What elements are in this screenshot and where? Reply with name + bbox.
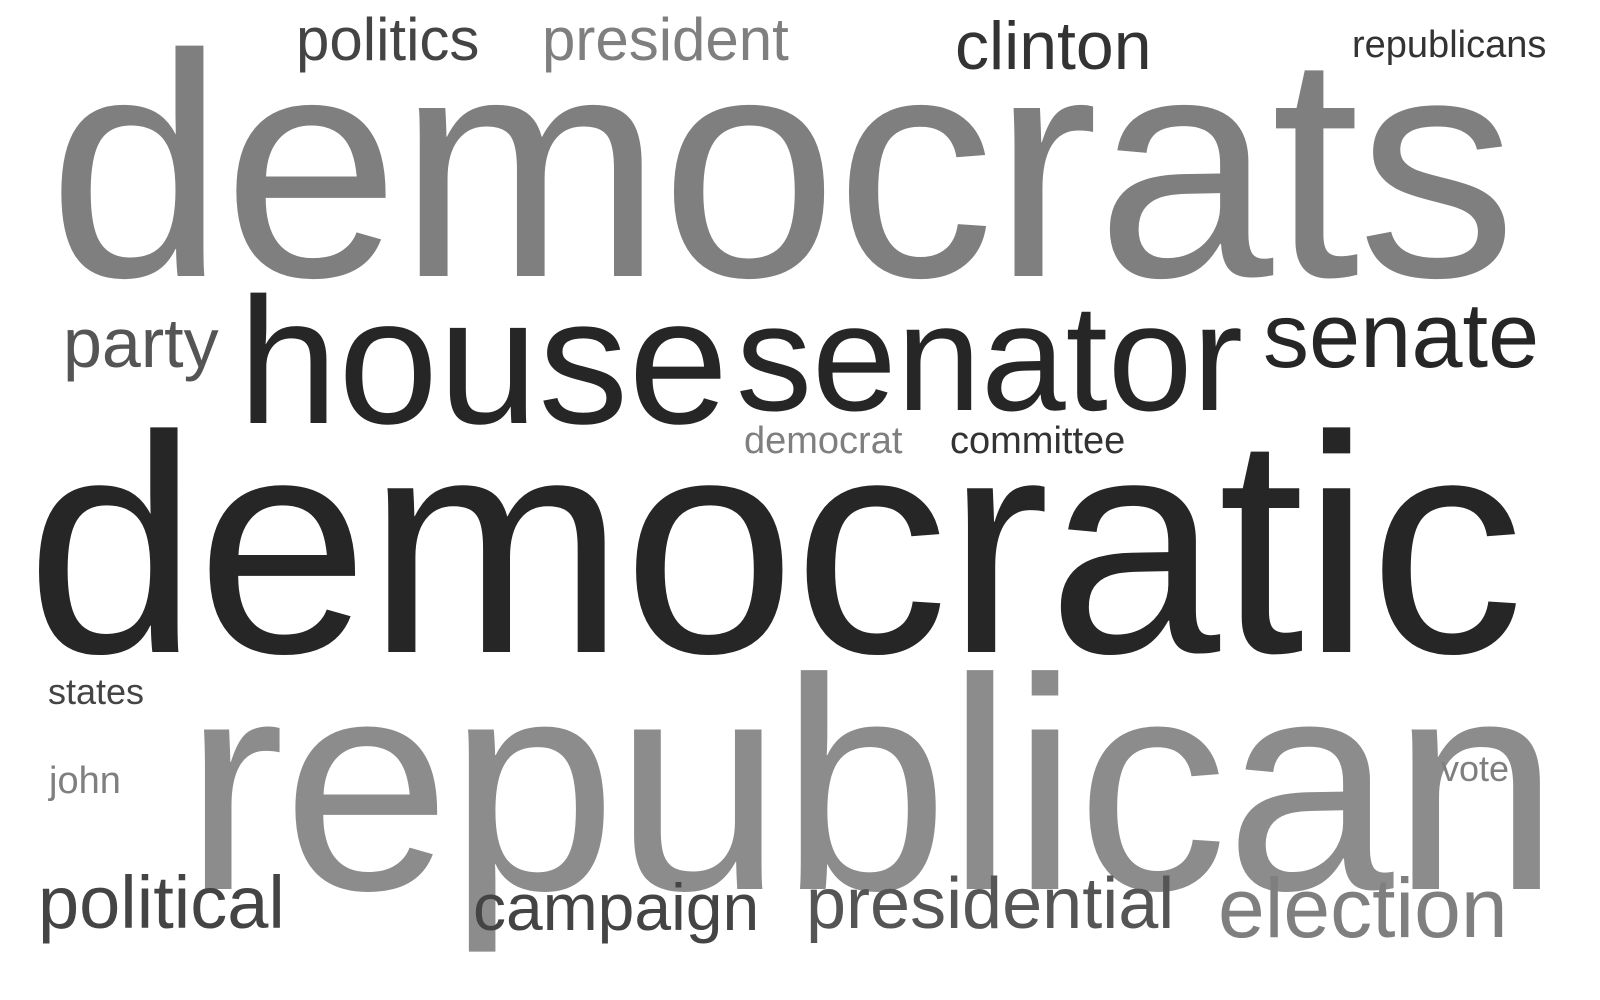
- word-committee: committee: [950, 420, 1126, 462]
- word-senate: senate: [1263, 285, 1540, 387]
- word-house: house: [238, 261, 729, 462]
- word-politics: politics: [296, 6, 480, 73]
- word-clinton: clinton: [955, 8, 1152, 84]
- word-campaign: campaign: [473, 870, 760, 944]
- word-john: john: [49, 760, 121, 802]
- word-states: states: [48, 671, 145, 712]
- word-republican: republican: [184, 616, 1560, 953]
- word-democratic: democratic: [26, 371, 1524, 718]
- word-election: election: [1218, 861, 1508, 955]
- word-political: political: [38, 861, 285, 944]
- word-presidential: presidential: [806, 864, 1175, 944]
- word-republicans: republicans: [1352, 24, 1547, 66]
- word-senator: senator: [736, 273, 1243, 443]
- word-president: president: [542, 6, 789, 73]
- word-party: party: [63, 304, 219, 382]
- word-democrat: democrat: [744, 420, 903, 462]
- word-vote: vote: [1441, 748, 1510, 789]
- word-democrats: democrats: [48, 0, 1517, 344]
